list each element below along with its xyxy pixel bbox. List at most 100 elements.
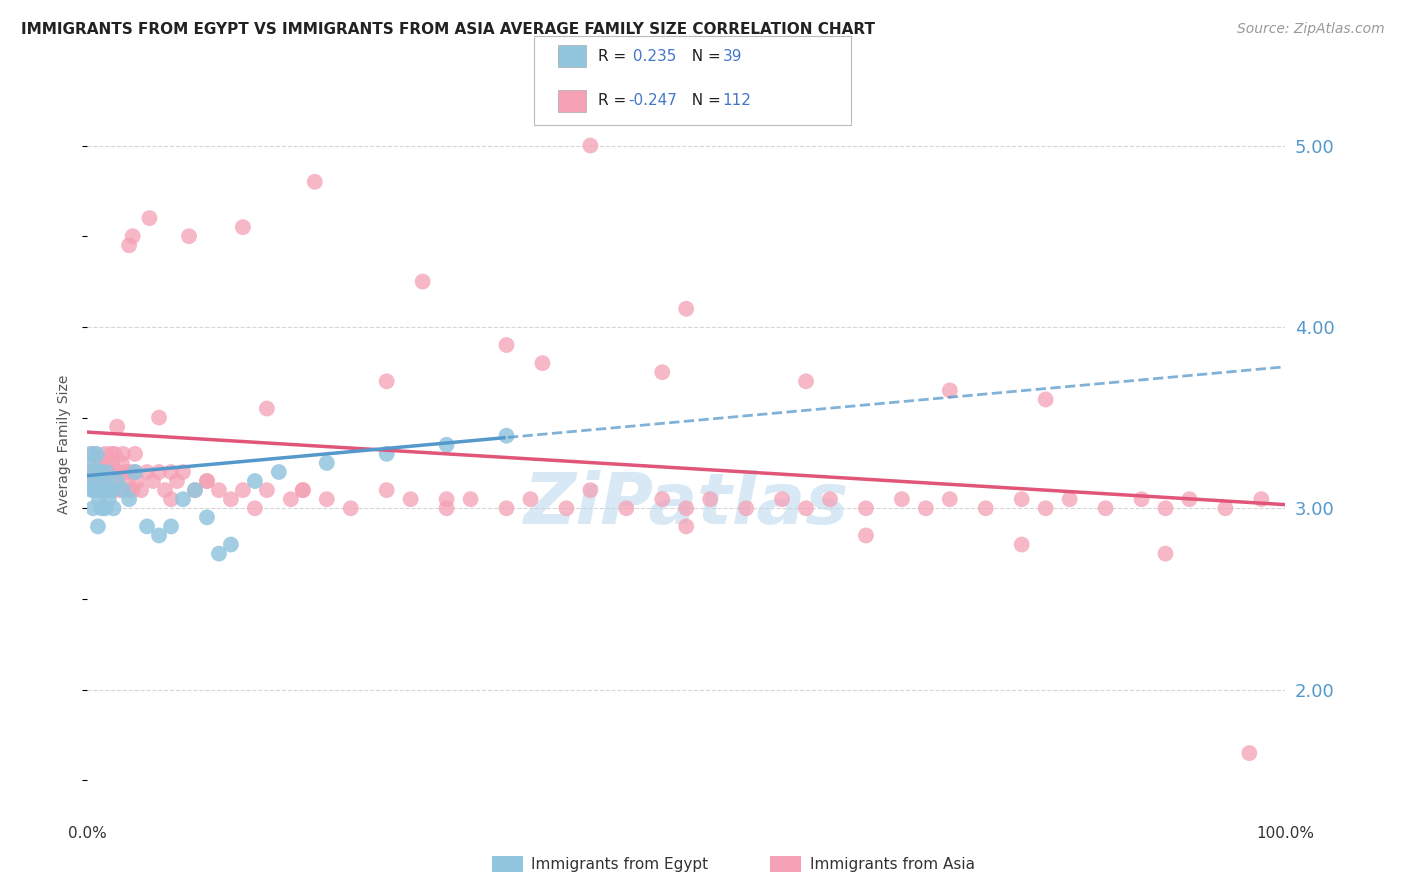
Point [84, 465, 107, 479]
Point [1178, 492, 1201, 507]
Point [339, 501, 361, 516]
Point [1059, 492, 1081, 507]
Point [208, 547, 231, 561]
Point [436, 501, 458, 516]
Point [82, 501, 104, 516]
Point [114, 465, 136, 479]
Point [118, 492, 141, 507]
Point [495, 501, 517, 516]
Point [83, 483, 105, 497]
Point [436, 492, 458, 507]
Point [89, 492, 111, 507]
Point [794, 501, 817, 516]
Point [531, 356, 554, 370]
Point [124, 447, 146, 461]
Point [79, 474, 101, 488]
Point [104, 447, 127, 461]
Point [699, 492, 721, 507]
Point [177, 229, 200, 244]
Point [219, 492, 242, 507]
Point [375, 374, 398, 388]
Point [232, 483, 254, 497]
Point [87, 519, 110, 533]
Point [375, 483, 398, 497]
Point [89, 483, 111, 497]
Point [614, 501, 637, 516]
Point [675, 301, 697, 316]
Point [153, 483, 176, 497]
Point [148, 410, 170, 425]
Point [91, 465, 114, 479]
Point [89, 465, 111, 479]
Text: IMMIGRANTS FROM EGYPT VS IMMIGRANTS FROM ASIA AVERAGE FAMILY SIZE CORRELATION CH: IMMIGRANTS FROM EGYPT VS IMMIGRANTS FROM… [21, 22, 875, 37]
Point [1154, 547, 1177, 561]
Text: 112: 112 [723, 94, 752, 108]
Point [1154, 501, 1177, 516]
Point [160, 465, 183, 479]
Point [375, 447, 398, 461]
Point [243, 501, 266, 516]
Point [818, 492, 841, 507]
Point [1239, 746, 1261, 760]
Point [495, 428, 517, 442]
Point [83, 465, 105, 479]
Point [651, 492, 673, 507]
Point [90, 501, 112, 516]
Point [855, 501, 877, 516]
Text: 0.235: 0.235 [628, 49, 676, 63]
Point [460, 492, 482, 507]
Text: N =: N = [682, 49, 725, 63]
Point [675, 501, 697, 516]
Point [280, 492, 302, 507]
Point [104, 474, 127, 488]
Point [256, 401, 278, 416]
Point [96, 465, 118, 479]
Point [112, 447, 135, 461]
Point [93, 483, 115, 497]
Point [495, 338, 517, 352]
Point [172, 492, 194, 507]
Point [939, 384, 962, 398]
Point [97, 456, 120, 470]
Point [195, 510, 218, 524]
Point [82, 456, 104, 470]
Point [651, 365, 673, 379]
Point [172, 465, 194, 479]
Point [436, 438, 458, 452]
Point [96, 465, 118, 479]
Point [96, 483, 118, 497]
Point [675, 519, 697, 533]
Point [103, 483, 125, 497]
Point [267, 465, 290, 479]
Y-axis label: Average Family Size: Average Family Size [58, 376, 72, 515]
Point [519, 492, 541, 507]
Point [315, 456, 337, 470]
Text: ZiPatlas: ZiPatlas [523, 470, 849, 539]
Point [80, 483, 103, 497]
Point [80, 474, 103, 488]
Point [100, 447, 122, 461]
Point [184, 483, 207, 497]
Point [219, 537, 242, 551]
Point [1094, 501, 1116, 516]
Point [86, 447, 108, 461]
Point [93, 474, 115, 488]
Point [97, 492, 120, 507]
Text: R =: R = [598, 49, 631, 63]
Point [794, 374, 817, 388]
Point [148, 465, 170, 479]
Point [232, 220, 254, 235]
Point [148, 528, 170, 542]
Point [124, 465, 146, 479]
Point [1215, 501, 1237, 516]
Point [94, 447, 117, 461]
Point [98, 483, 121, 497]
Point [855, 528, 877, 542]
Point [90, 456, 112, 470]
Text: 39: 39 [723, 49, 742, 63]
Point [121, 483, 143, 497]
Point [103, 501, 125, 516]
Point [136, 519, 159, 533]
Point [94, 501, 117, 516]
Point [101, 456, 124, 470]
